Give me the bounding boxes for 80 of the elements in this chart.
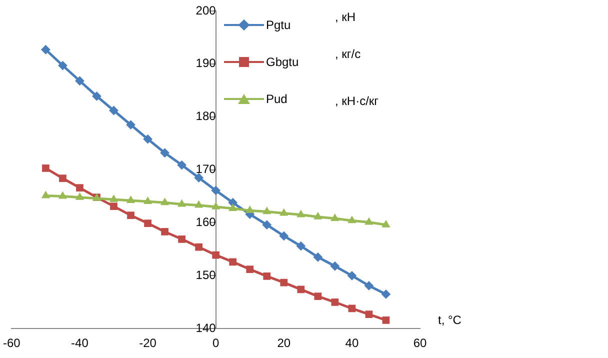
point <box>262 207 271 214</box>
point <box>229 258 237 266</box>
x-tick-label: 0 <box>212 336 220 350</box>
point <box>143 134 152 144</box>
point <box>160 198 169 206</box>
point <box>280 208 288 216</box>
point <box>246 266 254 273</box>
point <box>348 216 356 224</box>
point <box>296 242 306 251</box>
point <box>194 200 203 208</box>
y-tick-label: 180 <box>196 109 216 124</box>
point <box>160 148 170 158</box>
point <box>144 220 152 227</box>
y-tick-label: 140 <box>196 320 216 335</box>
point <box>126 196 135 203</box>
point <box>381 290 390 299</box>
legend-label: Pgtu <box>266 18 292 32</box>
legend-label: Gbgtu <box>266 54 300 68</box>
point <box>314 292 322 300</box>
point <box>76 184 84 192</box>
x-tick-label: -20 <box>139 336 157 350</box>
x-tick-label: 40 <box>345 336 359 350</box>
y-tick-label: 190 <box>196 56 216 70</box>
y-tick-label: 150 <box>196 268 216 282</box>
point <box>211 186 220 195</box>
point <box>178 200 186 207</box>
point <box>126 120 136 130</box>
legend-label: Pud <box>266 92 288 106</box>
point <box>263 272 271 280</box>
point <box>364 218 373 225</box>
point <box>127 212 134 220</box>
point <box>330 214 339 221</box>
point <box>297 286 305 294</box>
x-tick-label: -60 <box>3 336 21 350</box>
point <box>330 262 340 271</box>
y-tick-label: 200 <box>196 3 216 18</box>
point <box>280 278 288 286</box>
point <box>75 76 84 86</box>
x-tick-label: 20 <box>277 336 291 350</box>
point <box>92 92 102 101</box>
point <box>262 220 272 230</box>
point <box>110 202 118 210</box>
point <box>279 231 288 240</box>
point <box>59 174 66 182</box>
annotation: , кг/с <box>335 47 361 61</box>
point <box>42 164 50 172</box>
point <box>313 252 322 262</box>
point <box>109 106 118 116</box>
point <box>364 281 374 290</box>
point <box>178 235 186 243</box>
point <box>382 220 390 228</box>
x-axis-title: t, °C <box>438 312 462 327</box>
point <box>195 243 203 251</box>
x-tick-label: -40 <box>71 336 89 350</box>
point <box>212 202 220 210</box>
y-tick-label: 160 <box>196 215 216 230</box>
x-tick-label: 60 <box>413 336 427 350</box>
point <box>41 45 50 54</box>
point <box>331 298 339 306</box>
point <box>161 228 168 236</box>
point <box>348 304 356 312</box>
point <box>110 194 118 202</box>
point <box>212 251 220 259</box>
point <box>58 61 68 70</box>
point <box>194 173 204 182</box>
point <box>365 310 373 318</box>
point <box>246 206 254 214</box>
point <box>228 204 237 211</box>
annotation: , кН·с/кг <box>335 94 379 108</box>
point <box>347 271 356 280</box>
annotation: , кН <box>335 10 356 24</box>
point <box>144 197 152 204</box>
y-tick-label: 170 <box>196 162 216 176</box>
point <box>314 212 322 220</box>
point <box>296 210 305 218</box>
point <box>42 191 50 198</box>
point <box>58 192 67 199</box>
point <box>177 160 186 170</box>
point <box>382 316 390 324</box>
point <box>76 192 84 200</box>
